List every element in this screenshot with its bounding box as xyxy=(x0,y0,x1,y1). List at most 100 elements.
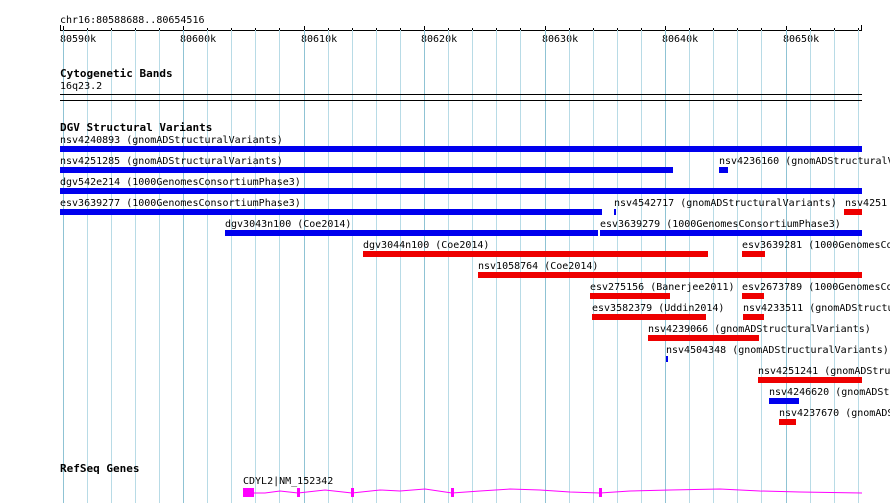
dgv-track-title: DGV Structural Variants xyxy=(60,121,213,134)
variant-bar[interactable] xyxy=(225,230,598,236)
ruler-tick xyxy=(207,28,208,31)
ruler-tick xyxy=(665,26,666,31)
gridline xyxy=(689,30,690,503)
ruler-tick xyxy=(569,28,570,31)
feature-label[interactable]: nsv4251241 (gnomADStructu xyxy=(758,366,890,377)
gridline xyxy=(183,30,184,503)
gridline xyxy=(810,30,811,503)
gridline xyxy=(834,30,835,503)
ruler-tick xyxy=(641,28,642,31)
feature-label[interactable]: nsv4251 xyxy=(845,198,888,209)
feature-label[interactable]: dgv3043n100 (Coe2014) xyxy=(225,219,352,230)
variant-bar[interactable] xyxy=(600,209,602,215)
ruler-label: 80620k xyxy=(421,34,458,45)
feature-label[interactable]: esv2673789 (1000GenomesCo xyxy=(742,282,890,293)
cytoband-label: 16q23.2 xyxy=(60,81,103,92)
gridline xyxy=(665,30,666,503)
gridline xyxy=(496,30,497,503)
ruler-tick xyxy=(713,28,714,31)
variant-bar[interactable] xyxy=(742,251,765,257)
gridline xyxy=(737,30,738,503)
variant-bar[interactable] xyxy=(592,314,706,320)
ruler-tick xyxy=(328,28,329,31)
variant-bar[interactable] xyxy=(614,209,616,215)
feature-label[interactable]: dgv3044n100 (Coe2014) xyxy=(363,240,490,251)
feature-label[interactable]: esv3582379 (Uddin2014) xyxy=(592,303,725,314)
ruler-tick xyxy=(448,28,449,31)
gene-exon[interactable] xyxy=(599,488,602,497)
gridline xyxy=(520,30,521,503)
feature-label[interactable]: dgv542e214 (1000GenomesConsortiumPhase3) xyxy=(60,177,301,188)
gene-label[interactable]: CDYL2|NM_152342 xyxy=(243,476,334,487)
ruler-tick xyxy=(834,28,835,31)
feature-label[interactable]: nsv4240893 (gnomADStructuralVariants) xyxy=(60,135,283,146)
ruler-tick xyxy=(689,28,690,31)
ruler-tick xyxy=(231,28,232,31)
ruler-label: 80610k xyxy=(301,34,338,45)
variant-bar[interactable] xyxy=(742,293,764,299)
variant-bar[interactable] xyxy=(478,272,862,278)
variant-bar[interactable] xyxy=(648,335,759,341)
variant-bar[interactable] xyxy=(668,293,670,299)
ruler-label: 80600k xyxy=(180,34,217,45)
feature-label[interactable]: nsv4251285 (gnomADStructuralVariants) xyxy=(60,156,283,167)
feature-label[interactable]: esv3639277 (1000GenomesConsortiumPhase3) xyxy=(60,198,301,209)
gridline xyxy=(761,30,762,503)
feature-label[interactable]: nsv4246620 (gnomADStr xyxy=(769,387,890,398)
ruler-label: 80640k xyxy=(662,34,699,45)
ruler-tick xyxy=(593,28,594,31)
variant-bar[interactable] xyxy=(60,146,862,152)
ruler-tick xyxy=(810,28,811,31)
ruler-tick xyxy=(135,28,136,31)
gridline xyxy=(159,30,160,503)
feature-label[interactable]: nsv4233511 (gnomADStructu xyxy=(743,303,890,314)
variant-bar[interactable] xyxy=(758,377,862,383)
variant-bar[interactable] xyxy=(769,398,799,404)
ruler-end-tick-right xyxy=(861,25,862,31)
gridline xyxy=(279,30,280,503)
variant-bar[interactable] xyxy=(779,419,796,425)
cytoband-line-upper xyxy=(60,94,862,95)
variant-bar[interactable] xyxy=(743,314,764,320)
gene-intron-line xyxy=(243,488,863,494)
feature-label[interactable]: esv275156 (Banerjee2011) xyxy=(590,282,735,293)
gene-exon[interactable] xyxy=(451,488,454,497)
gridline xyxy=(593,30,594,503)
gene-exon[interactable] xyxy=(351,488,354,497)
ruler-label: 80650k xyxy=(783,34,820,45)
gridline xyxy=(713,30,714,503)
cytoband-line-lower xyxy=(60,100,862,101)
gridline xyxy=(400,30,401,503)
gridline xyxy=(448,30,449,503)
ruler-tick xyxy=(352,28,353,31)
gene-exon[interactable] xyxy=(297,488,300,497)
feature-label[interactable]: nsv4236160 (gnomADStructuralV xyxy=(719,156,890,167)
variant-bar[interactable] xyxy=(60,188,862,194)
feature-label[interactable]: nsv1058764 (Coe2014) xyxy=(478,261,599,272)
gridline xyxy=(641,30,642,503)
gridline xyxy=(255,30,256,503)
feature-label[interactable]: nsv4237670 (gnomADStr xyxy=(779,408,890,419)
variant-bar[interactable] xyxy=(60,209,600,215)
feature-label[interactable]: nsv4504348 (gnomADStructuralVariants) xyxy=(666,345,889,356)
gene-model[interactable] xyxy=(0,480,890,503)
gridline xyxy=(617,30,618,503)
feature-label[interactable]: nsv4542717 (gnomADStructuralVariants) xyxy=(614,198,837,209)
feature-label[interactable]: nsv4239066 (gnomADStructuralVariants) xyxy=(648,324,871,335)
feature-label[interactable]: esv3639279 (1000GenomesConsortiumPhase3) xyxy=(600,219,841,230)
gene-exon[interactable] xyxy=(243,488,254,497)
variant-bar[interactable] xyxy=(844,209,862,215)
gridline xyxy=(63,30,64,503)
gridline xyxy=(569,30,570,503)
variant-bar[interactable] xyxy=(363,251,708,257)
variant-bar[interactable] xyxy=(60,167,673,173)
ruler-tick xyxy=(761,28,762,31)
variant-bar[interactable] xyxy=(590,293,668,299)
gridline xyxy=(328,30,329,503)
variant-bar[interactable] xyxy=(719,167,728,173)
variant-bar[interactable] xyxy=(600,230,862,236)
feature-label[interactable]: esv3639281 (1000GenomesCo xyxy=(742,240,890,251)
gridline xyxy=(207,30,208,503)
variant-bar[interactable] xyxy=(666,356,668,362)
